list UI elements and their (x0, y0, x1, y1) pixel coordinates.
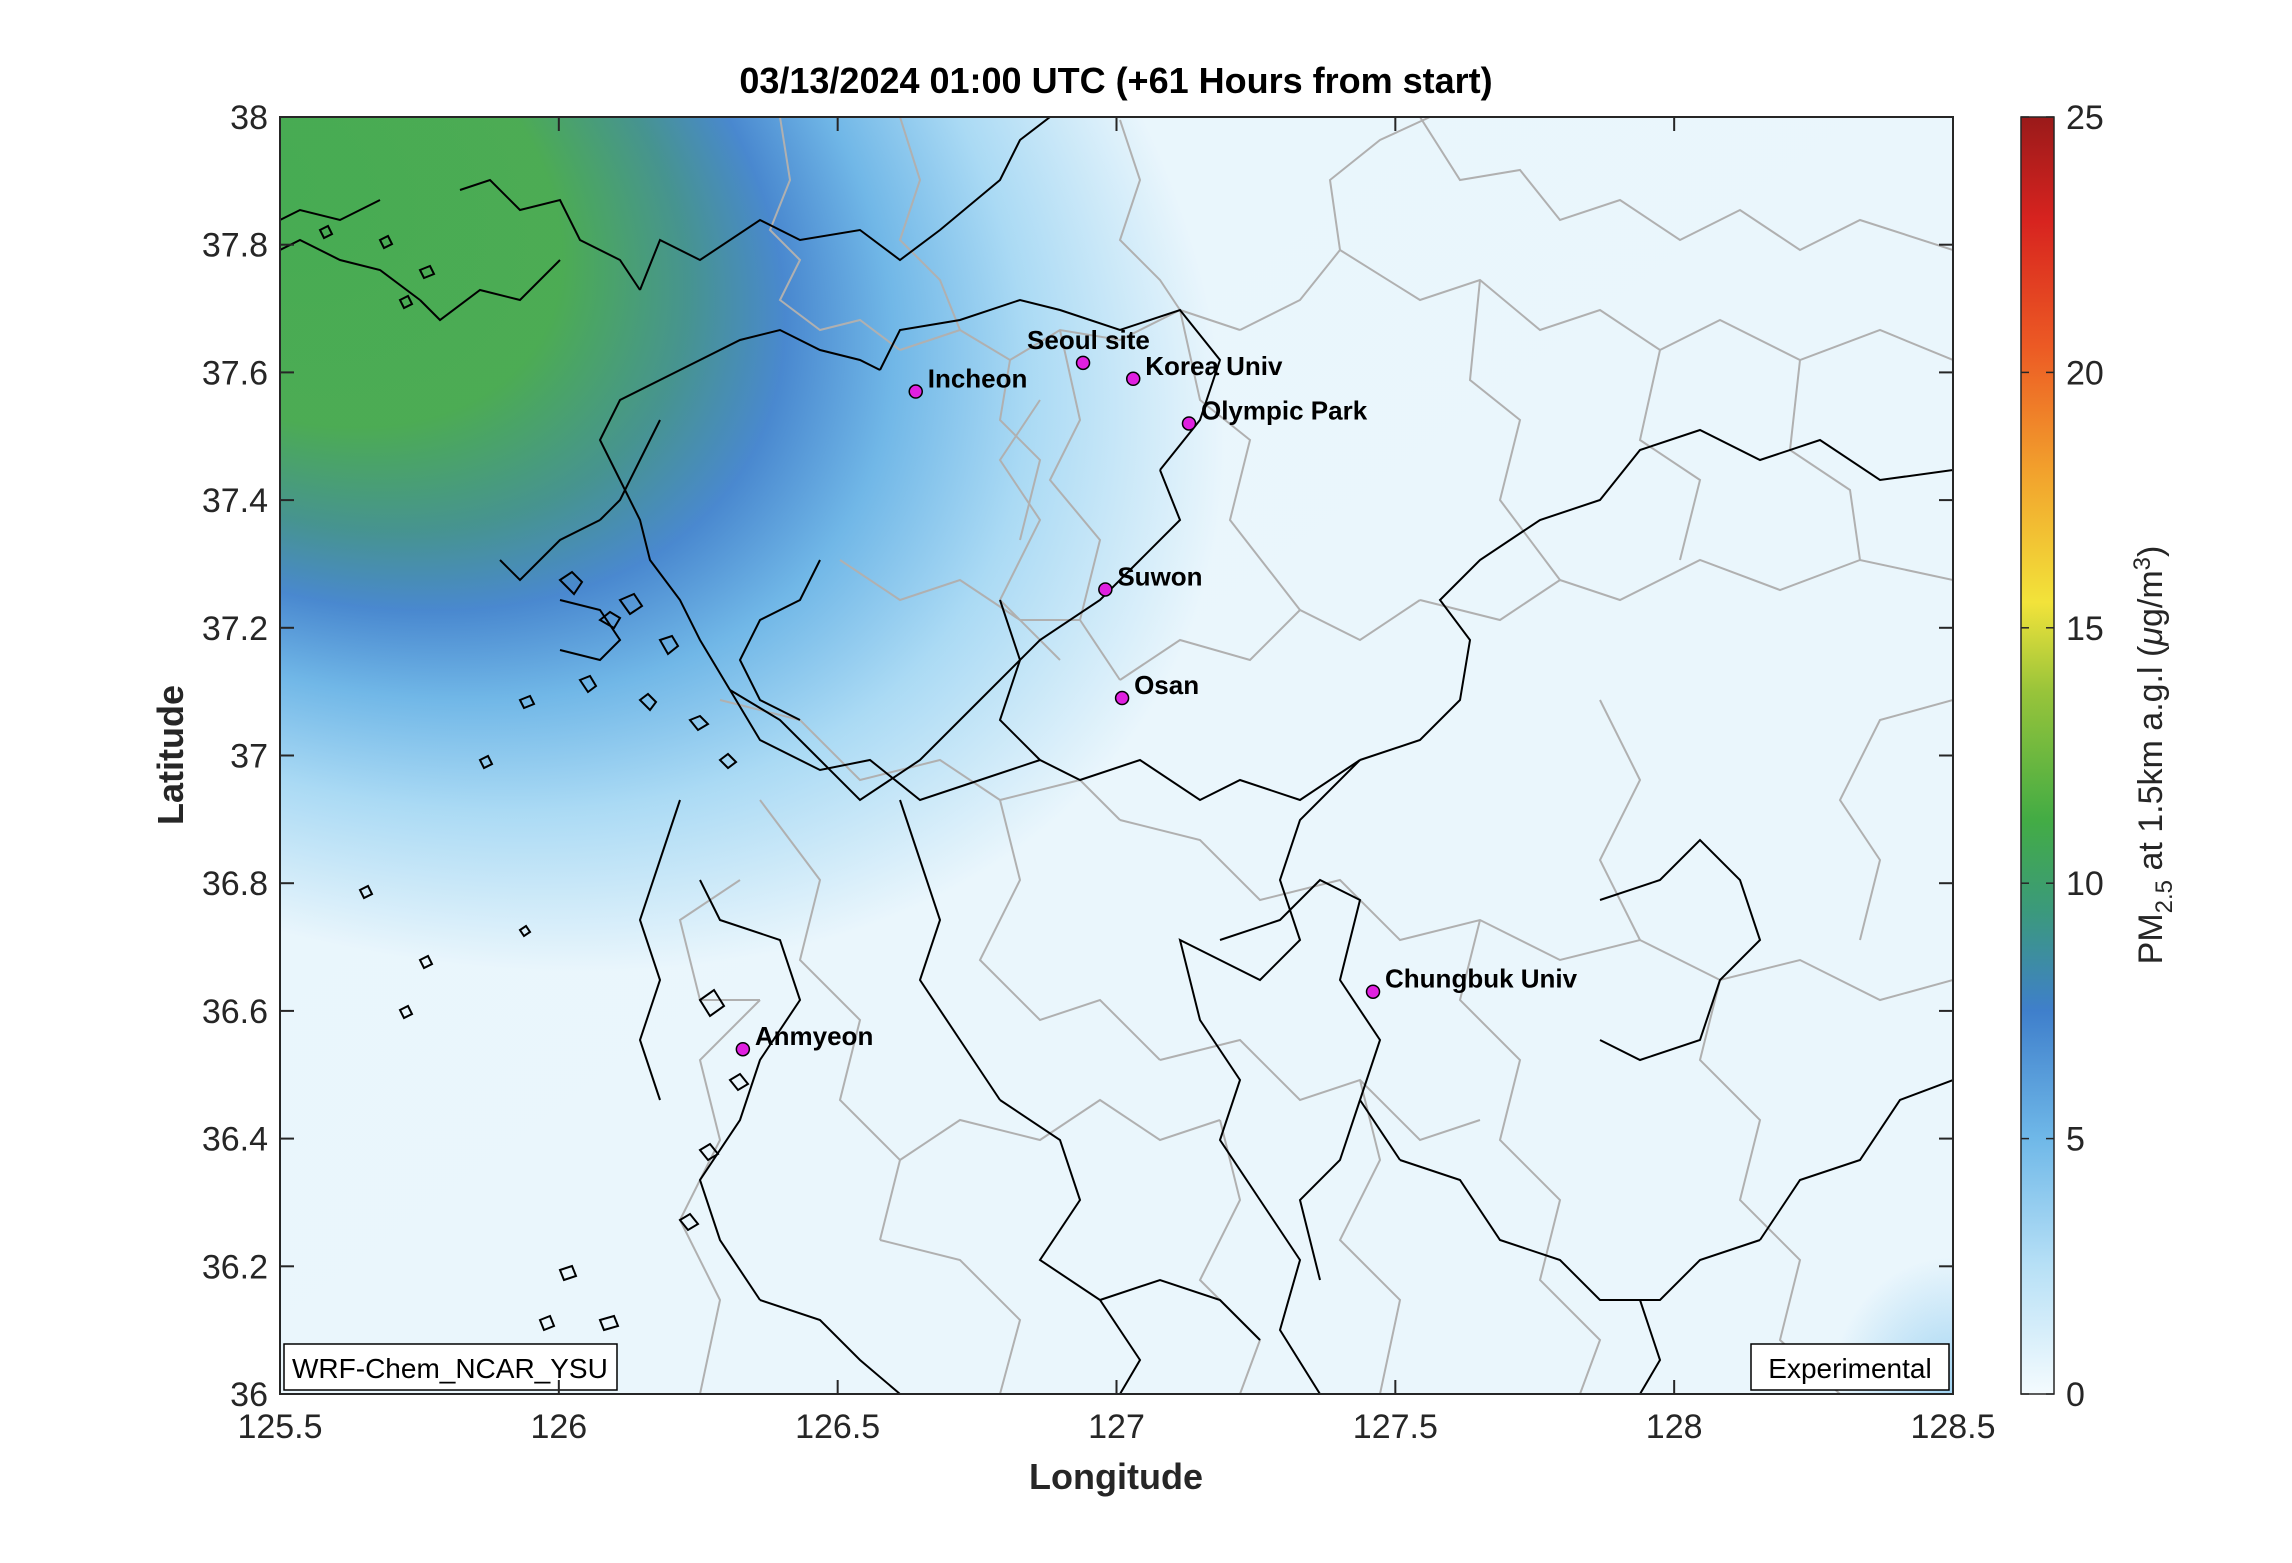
site-label: Osan (1134, 670, 1199, 700)
model-label-box: WRF-Chem_NCAR_YSU (283, 1343, 618, 1391)
site-label: Suwon (1117, 561, 1202, 591)
colorbar-tick-label: 5 (2066, 1121, 2085, 1159)
site-marker (908, 384, 923, 399)
x-tick-label: 128.5 (1910, 1408, 1995, 1446)
colorbar-label: PM2.5 at 1.5km a.g.l (μg/m3) (2129, 546, 2178, 965)
y-tick-label: 36.4 (202, 1121, 268, 1159)
y-tick-label: 36.8 (202, 865, 268, 903)
x-tick-label: 127 (1088, 1408, 1145, 1446)
site-marker (1125, 371, 1141, 387)
status-label-box: Experimental (1750, 1343, 1950, 1391)
status-label: Experimental (1768, 1353, 1931, 1384)
colorbar-tick-label: 15 (2066, 610, 2104, 648)
x-tick-label: 126 (530, 1408, 587, 1446)
colorbar (2020, 116, 2055, 1395)
y-tick-label: 37.6 (202, 354, 268, 392)
x-tick-label: 126.5 (795, 1408, 880, 1446)
coastlines (280, 117, 1953, 1394)
site-marker (735, 1041, 751, 1057)
site-label: Chungbuk Univ (1385, 964, 1578, 994)
y-axis-title: Latitude (150, 685, 191, 825)
x-tick-label: 128 (1646, 1408, 1703, 1446)
y-tick-label: 38 (230, 99, 268, 137)
colorbar-ticks: 0 5 10 15 20 25 (2021, 99, 2104, 1414)
y-tick-label: 36.2 (202, 1248, 268, 1286)
y-tick-label: 37.4 (202, 482, 268, 520)
site-marker (1365, 984, 1381, 999)
y-tick-label: 37.2 (202, 610, 268, 648)
x-tick-label: 127.5 (1353, 1408, 1438, 1446)
site-label: Seoul site (1027, 325, 1150, 355)
site-label: Korea Univ (1145, 351, 1283, 381)
admin-boundaries (678, 117, 1953, 1394)
site-marker (1098, 582, 1113, 597)
pm25-field (280, 117, 1953, 1394)
colorbar-tick-label: 10 (2066, 865, 2104, 903)
colorbar-tick-label: 20 (2066, 354, 2104, 392)
model-label: WRF-Chem_NCAR_YSU (292, 1353, 608, 1384)
y-axis-ticks: 38 37.8 37.6 37.4 37.2 37 36.8 36.6 36.4 36.2 36 (202, 99, 1953, 1414)
y-tick-label: 37 (230, 738, 268, 776)
y-tick-label: 36 (230, 1376, 268, 1414)
site-label: Incheon (928, 364, 1028, 394)
x-tick-label: 125.5 (237, 1408, 322, 1446)
colorbar-tick-label: 25 (2066, 99, 2104, 137)
x-axis-title: Longitude (1029, 1456, 1203, 1497)
colorbar-tick-label: 0 (2066, 1376, 2085, 1414)
islands (318, 224, 750, 1332)
plot-title: 03/13/2024 01:00 UTC (+61 Hours from sta… (739, 60, 1492, 101)
site-marker (1114, 690, 1130, 706)
site-marker (1075, 355, 1091, 371)
x-axis-ticks: 125.5 126 126.5 127 127.5 128 128.5 (237, 117, 1996, 1446)
y-tick-label: 37.8 (202, 227, 268, 265)
site-label: Olympic Park (1201, 395, 1368, 425)
y-tick-label: 36.6 (202, 993, 268, 1031)
site-marker (1181, 416, 1197, 431)
site-label: Anmyeon (755, 1021, 873, 1051)
